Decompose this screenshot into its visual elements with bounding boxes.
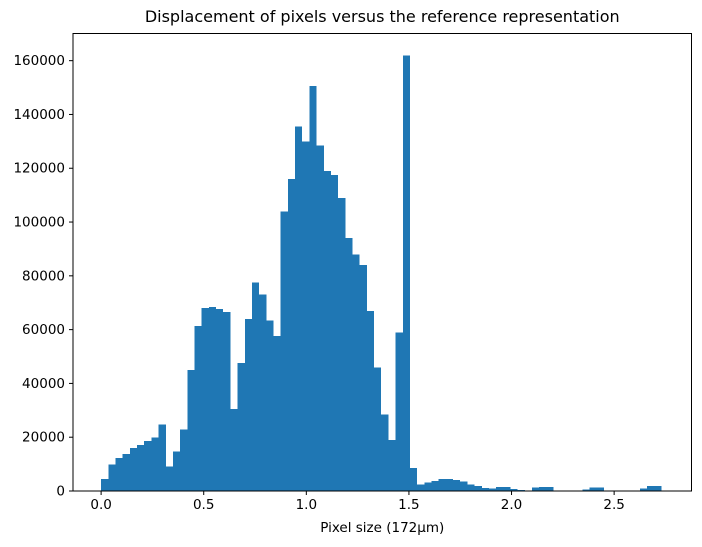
histogram-bar [172, 451, 181, 491]
histogram-bar [409, 468, 418, 491]
histogram-bar [352, 254, 360, 491]
histogram-bar [101, 478, 109, 491]
histogram-bar [639, 488, 647, 491]
y-tick-label: 20000 [22, 430, 65, 446]
histogram-bar [467, 484, 475, 491]
histogram-bar [273, 335, 281, 491]
histogram-bar [216, 308, 224, 491]
histogram-bar [122, 454, 130, 491]
histogram-bar [201, 308, 209, 491]
y-tick-label: 40000 [22, 376, 65, 392]
histogram-bar [280, 211, 288, 492]
histogram-bar [445, 479, 454, 491]
histogram-bar [582, 489, 590, 491]
histogram-bar [129, 447, 138, 491]
histogram-bar [323, 170, 331, 491]
histogram-bar [108, 464, 116, 491]
histogram-bar [230, 408, 238, 491]
histogram-bar [453, 479, 461, 491]
histogram-bar [251, 282, 260, 491]
histogram-bar [316, 145, 324, 491]
histogram-bar [460, 481, 468, 491]
histogram-bar [295, 126, 303, 491]
x-tick-label: 2.5 [603, 497, 624, 513]
histogram-bar [503, 487, 511, 491]
x-tick-label: 0.5 [193, 497, 214, 513]
histogram-bar [596, 487, 604, 491]
chart-title: Displacement of pixels versus the refere… [145, 7, 620, 26]
histogram-bar [532, 487, 540, 491]
y-tick-label: 120000 [13, 161, 65, 177]
histogram-bar [237, 363, 245, 491]
y-tick-label: 0 [56, 484, 65, 500]
x-tick-label: 2.0 [501, 497, 522, 513]
histogram-bar [431, 481, 439, 491]
y-tick-label: 160000 [13, 53, 65, 69]
histogram-bar [345, 238, 353, 491]
histogram-bar [402, 55, 410, 492]
histogram-bar [180, 429, 188, 491]
histogram-bar [424, 482, 432, 491]
axes-border [72, 33, 692, 492]
x-axis-label: Pixel size (172µm) [320, 520, 444, 536]
histogram-bar [187, 370, 195, 491]
histogram-bar [151, 437, 159, 491]
histogram-bar [302, 141, 310, 492]
histogram-bar [374, 367, 382, 491]
histogram-bar [137, 445, 145, 491]
histogram-bar [546, 487, 554, 491]
histogram-bar [338, 197, 346, 491]
histogram-bar [517, 489, 525, 491]
y-tick-label: 100000 [13, 215, 65, 231]
histogram-bar [417, 484, 425, 491]
histogram-bar [244, 318, 252, 491]
histogram-bar [481, 487, 489, 491]
histogram-bar [381, 414, 389, 491]
histogram-bar [330, 174, 339, 491]
x-tick-label: 0.0 [90, 497, 111, 513]
histogram-bar [223, 312, 231, 491]
histogram-bar [208, 306, 217, 491]
histogram-bar [589, 487, 597, 491]
histogram-bar [496, 487, 504, 491]
histogram-bar [266, 320, 274, 491]
histogram-bar [165, 466, 173, 491]
histogram-bar [395, 332, 403, 491]
y-tick-label: 140000 [13, 107, 65, 123]
histogram-bar [646, 485, 655, 491]
y-tick-label: 80000 [22, 268, 65, 284]
histogram-bar [539, 487, 547, 491]
histogram-bar [194, 325, 202, 491]
histogram-bar [654, 485, 662, 491]
x-tick-label: 1.0 [296, 497, 317, 513]
histogram-bar [359, 265, 367, 491]
histogram-bar [115, 458, 123, 491]
histogram-bar [438, 479, 446, 491]
histogram-bar [287, 179, 296, 491]
histogram-bar [366, 310, 375, 491]
histogram-bar [510, 489, 518, 491]
histogram-bar [158, 424, 166, 491]
x-tick-label: 1.5 [398, 497, 419, 513]
y-tick-label: 60000 [22, 322, 65, 338]
histogram-bar [474, 485, 482, 491]
histogram-bar [144, 441, 152, 491]
histogram-bar [259, 294, 267, 491]
histogram-bar [488, 488, 497, 491]
histogram-bar [309, 86, 317, 491]
histogram-bar [388, 439, 396, 491]
